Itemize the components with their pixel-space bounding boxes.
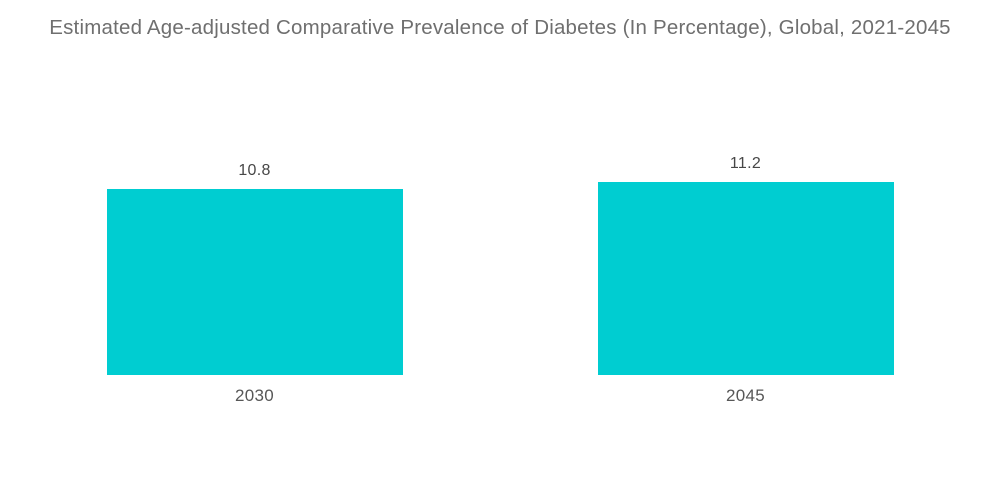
bar-2030[interactable] — [106, 189, 403, 375]
bar-group-2030: 10.8 — [106, 162, 403, 375]
x-axis-labels: 2030 2045 — [0, 375, 1000, 406]
x-axis-label-2030: 2030 — [234, 386, 275, 405]
plot-area: 10.8 11.2 — [106, 155, 894, 375]
chart-title: Estimated Age-adjusted Comparative Preva… — [49, 16, 951, 39]
bar-value-label-2045: 11.2 — [729, 155, 762, 172]
bar-2045[interactable] — [597, 182, 894, 375]
bar-group-2045: 11.2 — [597, 155, 894, 375]
bar-value-label-2030: 10.8 — [238, 162, 271, 179]
x-axis-label-2045: 2045 — [725, 386, 766, 405]
